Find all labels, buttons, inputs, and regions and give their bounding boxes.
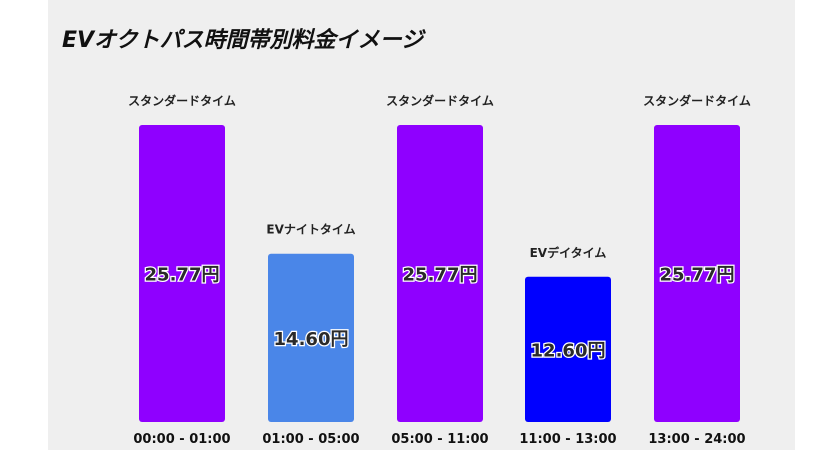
bar-category-label: EVデイタイム <box>530 245 607 260</box>
bar-category-label: スタンダードタイム <box>128 93 236 108</box>
bar-value-label: 25.77円 <box>403 265 478 286</box>
bar-value-label: 25.77円 <box>145 265 220 286</box>
bar-value-label: 14.60円 <box>274 329 349 350</box>
bar-value-label: 12.60円 <box>531 340 606 361</box>
chart-title: EVオクトパス時間帯別料金イメージ <box>62 28 424 53</box>
bar <box>268 253 354 422</box>
bar <box>525 276 611 422</box>
x-tick-label: 05:00 - 11:00 <box>391 432 488 447</box>
x-tick-label: 00:00 - 01:00 <box>133 432 230 447</box>
bar-category-label: スタンダードタイム <box>643 93 751 108</box>
bar-category-label: EVナイトタイム <box>266 223 355 237</box>
bar-category-label: スタンダードタイム <box>386 93 494 108</box>
x-tick-label: 01:00 - 05:00 <box>262 432 359 447</box>
bar <box>397 125 483 422</box>
x-tick-label: 13:00 - 24:00 <box>648 432 745 447</box>
bar-value-label: 25.77円 <box>660 265 735 286</box>
bar <box>654 125 740 422</box>
bar <box>139 125 225 422</box>
x-tick-label: 11:00 - 13:00 <box>519 432 616 447</box>
